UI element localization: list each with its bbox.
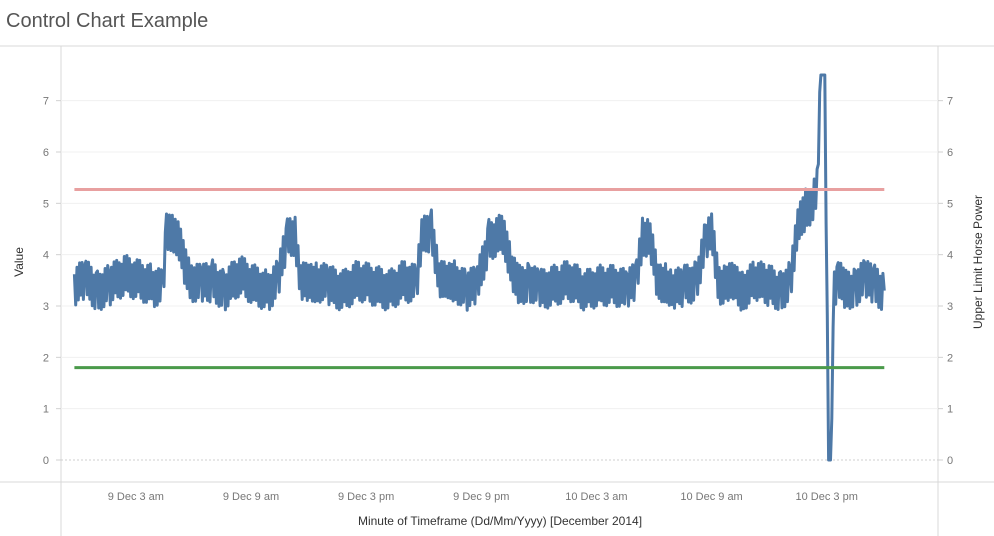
x-tick-label: 10 Dec 3 pm <box>796 491 858 503</box>
y2-tick-label: 2 <box>947 352 953 364</box>
y2-tick-label: 7 <box>947 96 953 108</box>
y-tick-label: 0 <box>43 455 49 467</box>
y2-tick-label: 3 <box>947 301 953 313</box>
x-tick-label: 10 Dec 3 am <box>565 491 627 503</box>
value-series <box>72 73 886 462</box>
x-tick-label: 9 Dec 3 am <box>108 491 164 503</box>
y2-tick-label: 1 <box>947 404 953 416</box>
x-tick-label: 9 Dec 9 am <box>223 491 279 503</box>
y-axis-title: Value <box>12 247 26 277</box>
y-tick-label: 2 <box>43 352 49 364</box>
y2-tick-label: 6 <box>947 147 953 159</box>
y-tick-label: 4 <box>43 250 49 262</box>
y-tick-label: 6 <box>43 147 49 159</box>
x-tick-label: 9 Dec 9 pm <box>453 491 509 503</box>
x-tick-label: 10 Dec 9 am <box>680 491 742 503</box>
y-tick-label: 3 <box>43 301 49 313</box>
y-tick-label: 5 <box>43 198 49 210</box>
x-tick-label: 9 Dec 3 pm <box>338 491 394 503</box>
value-line <box>72 73 886 462</box>
chart-title: Control Chart Example <box>6 10 209 32</box>
y2-tick-label: 5 <box>947 198 953 210</box>
y-tick-label: 7 <box>43 96 49 108</box>
y2-axis-title: Upper Limit Horse Power <box>971 195 985 329</box>
y-tick-label: 1 <box>43 404 49 416</box>
y2-tick-label: 0 <box>947 455 953 467</box>
y2-tick-label: 4 <box>947 250 953 262</box>
x-axis-title: Minute of Timeframe (Dd/Mm/Yyyy) [Decemb… <box>358 514 642 528</box>
